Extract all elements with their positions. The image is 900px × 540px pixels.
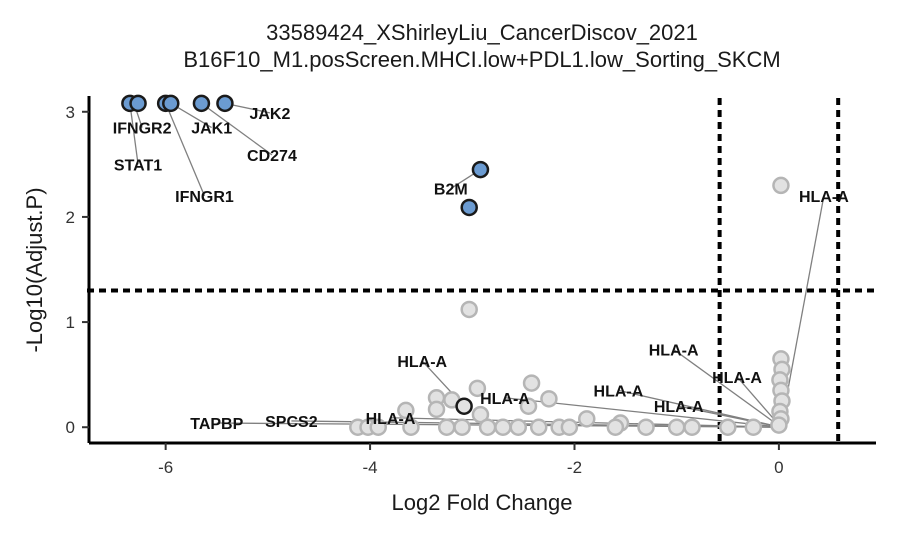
gene-label: CD274 [247, 148, 297, 165]
data-point [719, 418, 737, 436]
data-point [468, 379, 487, 398]
data-point [471, 405, 490, 424]
x-tick-label: -2 [567, 458, 582, 477]
data-point [683, 418, 701, 436]
y-tick-label: 2 [66, 208, 75, 227]
gene-label: IFNGR2 [113, 121, 172, 138]
significant-data-point [216, 94, 234, 113]
gene-label: SPCS2 [265, 414, 318, 431]
significant-data-point [129, 94, 147, 113]
data-point [772, 176, 790, 195]
gene-label: STAT1 [114, 157, 162, 174]
gene-label: HLA-A [397, 354, 447, 371]
label-connector-line [673, 348, 782, 428]
gene-label: TAPBP [190, 416, 243, 433]
highlighted-data-point [455, 397, 473, 415]
y-tick-label: 0 [66, 418, 75, 437]
x-axis-ticks: -6 -4 -2 0 [158, 443, 784, 477]
label-connector-line [165, 103, 206, 197]
x-tick-label: -4 [363, 458, 378, 477]
data-point [606, 418, 625, 436]
label-connector-line [201, 102, 273, 156]
data-point [578, 410, 596, 428]
gene-label: HLA-A [799, 189, 849, 206]
significant-data-point [471, 160, 490, 179]
gene-label: HLA-A [712, 370, 762, 387]
y-tick-label: 3 [66, 103, 75, 122]
y-tick-label: 1 [66, 313, 75, 332]
chart-title-line-2: B16F10_M1.posScreen.MHCI.low+PDL1.low_So… [183, 47, 780, 72]
gene-label: HLA-A [480, 391, 530, 408]
chart-title-line-1: 33589424_XShirleyLiu_CancerDiscov_2021 [266, 20, 698, 45]
data-point [519, 397, 538, 415]
threshold-lines [87, 98, 878, 445]
label-connector-line [678, 405, 782, 428]
x-tick-label: -6 [158, 458, 173, 477]
data-point [560, 418, 579, 436]
significant-points [121, 94, 490, 217]
x-tick-label: 0 [774, 458, 783, 477]
gene-label: HLA-A [654, 399, 704, 416]
gene-label: HLA-A [366, 411, 416, 428]
data-point [453, 418, 471, 436]
data-point [770, 416, 788, 434]
gene-label: JAK1 [191, 121, 232, 138]
data-point [427, 400, 446, 419]
data-point [744, 418, 763, 436]
gene-labels: IFNGR2 STAT1 IFNGR1 JAK1 JAK2 CD274 B2M HLA-A HL… [113, 106, 849, 433]
gene-label: B2M [434, 182, 468, 199]
data-point [402, 418, 420, 436]
gene-label: HLA-A [594, 383, 644, 400]
data-point [437, 418, 456, 436]
data-point [478, 418, 497, 436]
significant-data-point [192, 94, 211, 113]
data-point [369, 418, 387, 436]
data-point [494, 418, 512, 436]
data-point [540, 390, 558, 408]
data-point [529, 418, 548, 436]
highlighted-points [455, 397, 473, 415]
data-point [637, 418, 655, 436]
gene-label: JAK2 [249, 106, 290, 123]
gene-label: HLA-A [649, 342, 699, 359]
data-point [397, 401, 415, 420]
label-connector-line [129, 103, 139, 165]
gene-label: IFNGR1 [175, 189, 234, 206]
significant-data-point [162, 94, 180, 113]
data-point [667, 418, 686, 436]
significant-data-point [460, 198, 478, 217]
data-point [522, 374, 541, 392]
x-axis-title: Log2 Fold Change [391, 490, 572, 515]
data-point [509, 418, 528, 436]
y-axis-title: -Log10(Adjust.P) [22, 187, 47, 352]
y-axis-ticks: 0 1 2 3 [66, 103, 89, 437]
nonsignificant-points [349, 176, 791, 436]
data-point [460, 300, 478, 319]
